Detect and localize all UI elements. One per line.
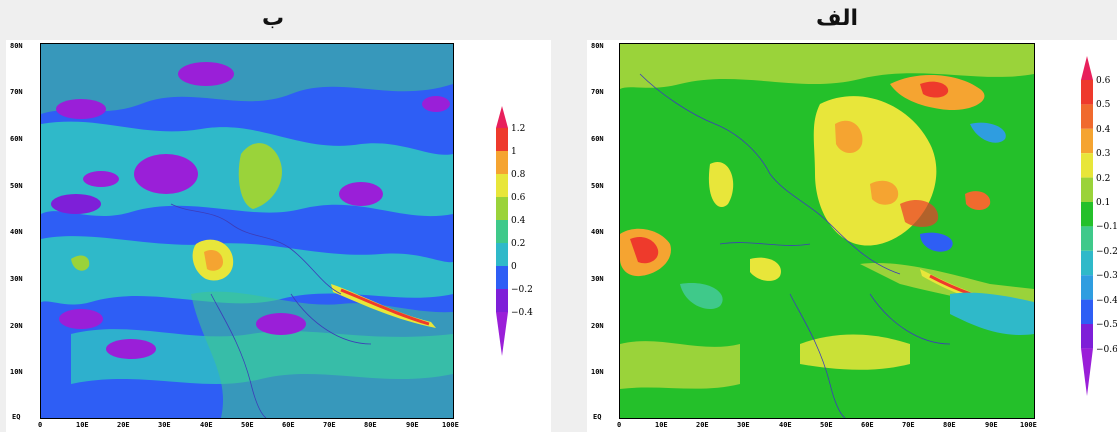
lon-label: 40E [200,421,213,429]
lon-label: 40E [779,421,792,429]
lon-label: 50E [241,421,254,429]
lon-label: 100E [442,421,459,429]
colorbar-b [496,106,508,356]
colorbar-label: 1.2 [511,124,526,134]
colorbar-alef [1081,56,1093,396]
lat-label: 10N [591,368,604,376]
lat-label: EQ [12,413,21,421]
lat-label: 30N [591,275,604,283]
lon-label: 20E [696,421,709,429]
lon-label: 80E [943,421,956,429]
lat-label: 80N [591,42,604,50]
lat-label: 20N [591,322,604,330]
colorbar-label: 1 [511,147,517,157]
lon-label: 70E [902,421,915,429]
lat-label: 70N [591,88,604,96]
lon-label: 0 [38,421,43,429]
panel-title-b: ب [262,6,285,31]
colorbar-label: 0.6 [511,193,526,203]
lat-label: 80N [10,42,23,50]
colorbar-label: 0.5 [1096,100,1111,110]
lat-label: 60N [591,135,604,143]
colorbar-label: 0.2 [1096,174,1111,184]
lon-label: 60E [861,421,874,429]
lon-label: 60E [282,421,295,429]
colorbar-label: 0.6 [1096,76,1111,86]
lat-label: 10N [10,368,23,376]
colorbar-label: 0.8 [511,170,526,180]
lon-label: 50E [820,421,833,429]
panel-title-alef: الف [816,6,859,31]
lat-label: 50N [10,182,23,190]
colorbar-label: −0.3 [1096,271,1117,281]
lat-label: 40N [591,228,604,236]
lon-label: 10E [655,421,668,429]
lon-label: 30E [737,421,750,429]
lat-label: EQ [593,413,602,421]
lon-label: 30E [158,421,171,429]
lat-label: 40N [10,228,23,236]
colorbar-label: −0.6 [1096,345,1117,355]
colorbar-label: 0.4 [1096,125,1111,135]
lon-label: 90E [406,421,419,429]
map-panel-b: 80N 70N 60N 50N 40N 30N 20N 10N EQ 0 10E… [6,40,551,432]
lat-label: 30N [10,275,23,283]
lon-label: 0 [617,421,622,429]
lon-label: 10E [76,421,89,429]
lat-label: 70N [10,88,23,96]
colorbar-label: −0.1 [1096,222,1117,232]
map-panel-alef: 80N 70N 60N 50N 40N 30N 20N 10N EQ 0 10E… [587,40,1117,432]
colorbar-label: −0.4 [1096,296,1117,306]
lon-label: 80E [364,421,377,429]
lon-label: 90E [985,421,998,429]
lon-label: 70E [323,421,336,429]
contour-map-alef [619,43,1035,419]
colorbar-label: −0.5 [1096,320,1117,330]
colorbar-label: 0.1 [1096,198,1111,208]
lon-label: 100E [1020,421,1037,429]
contour-map-b [40,43,454,419]
lon-label: 20E [117,421,130,429]
colorbar-label: 0.4 [511,216,526,226]
colorbar-label: 0.2 [511,239,526,249]
colorbar-label: −0.2 [511,285,533,295]
colorbar-label: −0.4 [511,308,533,318]
lat-label: 50N [591,182,604,190]
colorbar-label: 0 [511,262,517,272]
lat-label: 60N [10,135,23,143]
colorbar-label: −0.2 [1096,247,1117,257]
colorbar-label: 0.3 [1096,149,1111,159]
lat-label: 20N [10,322,23,330]
